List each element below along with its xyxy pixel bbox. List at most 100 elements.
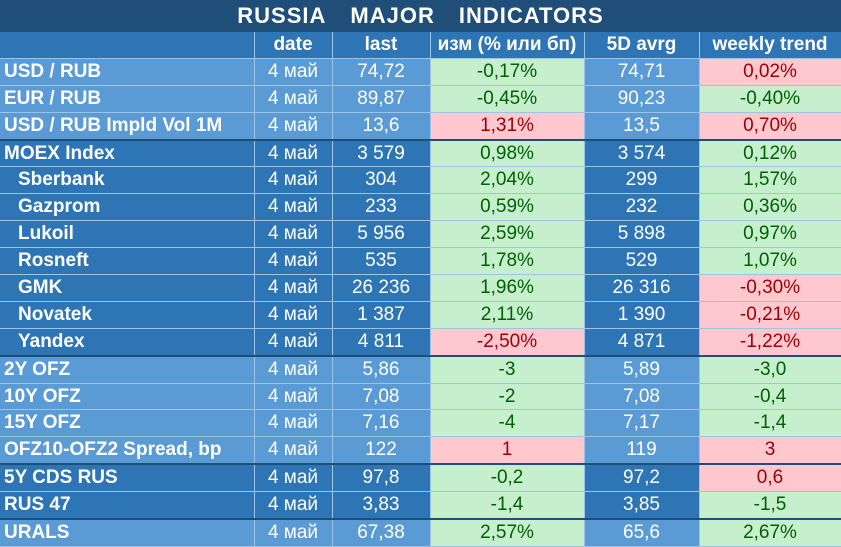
row-change: 1,96% [430,274,585,302]
row-change: -0,17% [430,58,585,86]
header-change: изм (% или бп) [430,32,585,59]
sheet-title: RUSSIA MAJOR INDICATORS [0,0,841,32]
table-row: OFZ10-OFZ2 Spread, bp 4 май 122 1 119 3 [0,436,841,465]
row-name: Lukoil [0,220,255,249]
row-name: OFZ10-OFZ2 Spread, bp [0,436,255,465]
row-weekly-trend: 0,12% [699,138,841,168]
table-row: USD / RUB 4 май 74,72 -0,17% 74,71 0,02% [0,58,841,86]
row-weekly-trend: 0,70% [699,112,841,141]
row-name: MOEX Index [0,138,255,168]
row-last: 4 811 [332,328,431,357]
table-row: MOEX Index 4 май 3 579 0,98% 3 574 0,12% [0,138,841,168]
row-last: 13,6 [332,112,431,141]
row-last: 67,38 [332,518,431,547]
row-name: RUS 47 [0,491,255,520]
row-change: 2,04% [430,166,585,195]
row-last: 304 [332,166,431,195]
row-date: 4 май [254,138,333,168]
row-name: 15Y OFZ [0,409,255,438]
row-5d-avg: 5,89 [584,354,700,384]
title-word-1: RUSSIA [237,3,327,28]
row-5d-avg: 529 [584,247,700,276]
row-weekly-trend: 0,6 [699,463,841,493]
row-name: Sberbank [0,166,255,195]
row-weekly-trend: 1,07% [699,247,841,276]
row-weekly-trend: -0,40% [699,85,841,113]
table-row: Gazprom 4 май 233 0,59% 232 0,36% [0,193,841,222]
row-5d-avg: 7,08 [584,383,700,411]
row-weekly-trend: 0,97% [699,220,841,249]
table-body: USD / RUB 4 май 74,72 -0,17% 74,71 0,02% EUR /… [0,58,841,547]
row-date: 4 май [254,518,333,547]
table-row: Lukoil 4 май 5 956 2,59% 5 898 0,97% [0,220,841,249]
row-date: 4 май [254,274,333,302]
row-5d-avg: 90,23 [584,85,700,113]
row-change: 0,98% [430,138,585,168]
row-name: 5Y CDS RUS [0,463,255,493]
title-word-2: MAJOR [350,3,435,28]
header-name [0,32,255,59]
header-row: date last изм (% или бп) 5D avrg weekly … [0,32,841,59]
row-date: 4 май [254,301,333,329]
row-name: 10Y OFZ [0,383,255,411]
row-change: 2,11% [430,301,585,329]
table-row: GMK 4 май 26 236 1,96% 26 316 -0,30% [0,274,841,302]
row-last: 89,87 [332,85,431,113]
title-word-3: INDICATORS [458,3,604,28]
indicators-table: date last изм (% или бп) 5D avrg weekly … [0,32,841,547]
row-5d-avg: 65,6 [584,518,700,547]
row-name: Gazprom [0,193,255,222]
row-weekly-trend: -0,30% [699,274,841,302]
table-row: Sberbank 4 май 304 2,04% 299 1,57% [0,166,841,195]
table-row: URALS 4 май 67,38 2,57% 65,6 2,67% [0,518,841,547]
row-name: 2Y OFZ [0,354,255,384]
row-date: 4 май [254,491,333,520]
row-last: 7,08 [332,383,431,411]
row-5d-avg: 26 316 [584,274,700,302]
row-weekly-trend: 2,67% [699,518,841,547]
row-5d-avg: 4 871 [584,328,700,357]
row-name: USD / RUB Impld Vol 1M [0,112,255,141]
table-row: Novatek 4 май 1 387 2,11% 1 390 -0,21% [0,301,841,329]
row-weekly-trend: 0,36% [699,193,841,222]
row-last: 122 [332,436,431,465]
row-last: 5,86 [332,354,431,384]
table-row: 15Y OFZ 4 май 7,16 -4 7,17 -1,4 [0,409,841,438]
row-weekly-trend: 0,02% [699,58,841,86]
row-name: Novatek [0,301,255,329]
row-name: URALS [0,518,255,547]
row-change: -4 [430,409,585,438]
row-weekly-trend: 3 [699,436,841,465]
header-weekly-trend: weekly trend [699,32,841,59]
row-5d-avg: 3 574 [584,138,700,168]
row-5d-avg: 3,85 [584,491,700,520]
row-name: Rosneft [0,247,255,276]
row-weekly-trend: -1,22% [699,328,841,357]
row-last: 3,83 [332,491,431,520]
row-5d-avg: 7,17 [584,409,700,438]
row-date: 4 май [254,328,333,357]
row-name: USD / RUB [0,58,255,86]
row-change: -0,2 [430,463,585,493]
row-weekly-trend: 1,57% [699,166,841,195]
row-date: 4 май [254,220,333,249]
row-date: 4 май [254,166,333,195]
row-last: 3 579 [332,138,431,168]
row-last: 74,72 [332,58,431,86]
row-5d-avg: 119 [584,436,700,465]
row-change: 2,59% [430,220,585,249]
row-5d-avg: 299 [584,166,700,195]
row-name: GMK [0,274,255,302]
table-row: 10Y OFZ 4 май 7,08 -2 7,08 -0,4 [0,383,841,411]
row-last: 26 236 [332,274,431,302]
row-5d-avg: 1 390 [584,301,700,329]
row-weekly-trend: -0,21% [699,301,841,329]
row-date: 4 май [254,247,333,276]
header-last: last [332,32,431,59]
row-last: 97,8 [332,463,431,493]
row-date: 4 май [254,409,333,438]
row-date: 4 май [254,463,333,493]
row-date: 4 май [254,436,333,465]
header-date: date [254,32,333,59]
